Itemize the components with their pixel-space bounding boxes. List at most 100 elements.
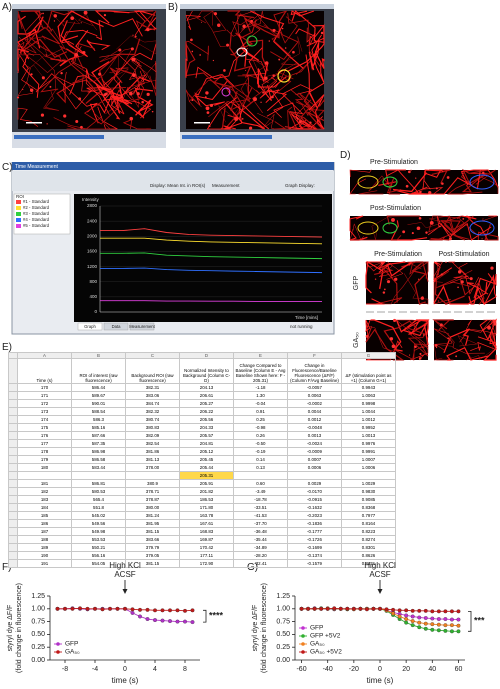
- neurite: [284, 120, 318, 130]
- panel-label: F): [2, 562, 12, 573]
- data-point: [345, 606, 350, 611]
- neurite: [410, 345, 429, 361]
- data-point: [397, 614, 402, 619]
- puncta: [418, 357, 422, 360]
- puncta: [118, 48, 122, 52]
- cell: 0.8301: [341, 543, 396, 552]
- cell: [341, 471, 396, 480]
- neurite: [83, 86, 126, 125]
- neurite: [245, 58, 267, 97]
- cell: 381.95: [125, 519, 180, 528]
- status-strip: [182, 135, 272, 139]
- puncta: [60, 71, 63, 75]
- data-point: [417, 625, 422, 630]
- puncta: [248, 126, 253, 130]
- neurite: [223, 103, 243, 130]
- neurite: [85, 69, 121, 120]
- significance-bracket: [203, 609, 207, 623]
- legend-label: #4 - Standard: [23, 217, 50, 222]
- y-tick-label: 0.75: [31, 618, 45, 625]
- cell: [287, 471, 342, 480]
- puncta: [428, 191, 432, 195]
- y-axis-label: styryl dye ΔF/F: [252, 605, 259, 652]
- y-tick-label: 1200: [87, 264, 98, 269]
- neurite: [134, 87, 154, 119]
- cell: 205.91: [179, 479, 234, 488]
- cell: 184: [17, 503, 72, 512]
- neurite: [308, 42, 320, 71]
- data-point: [456, 629, 461, 634]
- puncta: [17, 72, 19, 74]
- neurite: [193, 80, 229, 107]
- y-tick-label: 400: [89, 294, 97, 299]
- puncta: [130, 47, 134, 51]
- puncta: [418, 216, 422, 220]
- data-point: [391, 611, 396, 616]
- annotation: High KCl: [109, 561, 141, 570]
- puncta: [460, 280, 464, 284]
- puncta: [439, 323, 443, 327]
- cell: 0.8368: [341, 503, 396, 512]
- data-point: [138, 607, 142, 612]
- puncta: [264, 76, 268, 80]
- neurite: [447, 181, 483, 195]
- neurite: [466, 282, 479, 305]
- puncta: [42, 12, 44, 15]
- cell: -0.98: [233, 423, 288, 432]
- cell: [8, 543, 18, 552]
- puncta: [487, 325, 491, 330]
- neurite: [230, 39, 269, 72]
- cell: 183: [17, 495, 72, 504]
- data-point: [338, 606, 343, 611]
- cell: 1.0044: [341, 407, 396, 416]
- cell: Normalized Intensity to Background (Colu…: [179, 358, 234, 384]
- cell: 380.74: [125, 415, 180, 424]
- neurite: [280, 36, 303, 66]
- data-point: [190, 620, 195, 625]
- cell: 179: [17, 455, 72, 464]
- data-point: [404, 613, 409, 618]
- cell: 177: [17, 439, 72, 448]
- puncta: [425, 231, 428, 234]
- row-label: GFP: [353, 275, 360, 290]
- data-point: [78, 606, 82, 611]
- cell: 1.0006: [341, 463, 396, 472]
- x-tick-label: 60: [455, 666, 463, 673]
- cell: -0.50: [233, 439, 288, 448]
- legend-label: GFP: [65, 641, 78, 648]
- cell: 0.0006: [287, 463, 342, 472]
- legend-label: #5 - Standard: [23, 223, 50, 228]
- y-tick-label: 0.75: [276, 618, 290, 625]
- row: Time (s) ROI of interest (raw fluorescenc…: [8, 358, 396, 384]
- chart: 0.00 0.25 0.50 0.75 1.00 1.25 -60 -40 -20 0 20 40 60…: [252, 561, 485, 685]
- puncta: [441, 182, 444, 185]
- cell: 163.78: [179, 511, 234, 520]
- cell: 378.00: [125, 463, 180, 472]
- cell: 378.87: [125, 495, 180, 504]
- tab-label: Data: [112, 324, 122, 329]
- neurite: [365, 261, 384, 272]
- puncta: [45, 54, 48, 56]
- legend-marker: [301, 642, 305, 646]
- puncta: [462, 217, 465, 220]
- neurite: [17, 48, 29, 72]
- cell: 545.02: [71, 511, 126, 520]
- cell: 380.00: [125, 503, 180, 512]
- legend-marker: [56, 642, 60, 646]
- data-point: [130, 607, 135, 612]
- puncta: [446, 176, 450, 179]
- legend-label: GA₅₀ +5V2: [310, 649, 342, 656]
- neurite: [395, 319, 429, 350]
- puncta: [438, 225, 441, 228]
- puncta: [129, 116, 134, 121]
- neurite: [28, 24, 65, 58]
- neurite: [208, 74, 252, 118]
- legend-label: GFP +5V2: [310, 633, 341, 640]
- cell: [8, 399, 18, 408]
- row: 180 583.44 378.00 205.44 0.13 0.0006 1.0006: [8, 463, 396, 472]
- cell: 587.35: [71, 439, 126, 448]
- puncta: [83, 10, 88, 15]
- x-tick-label: 0: [378, 666, 382, 673]
- cell: 172: [17, 399, 72, 408]
- cell: -0.04: [233, 399, 288, 408]
